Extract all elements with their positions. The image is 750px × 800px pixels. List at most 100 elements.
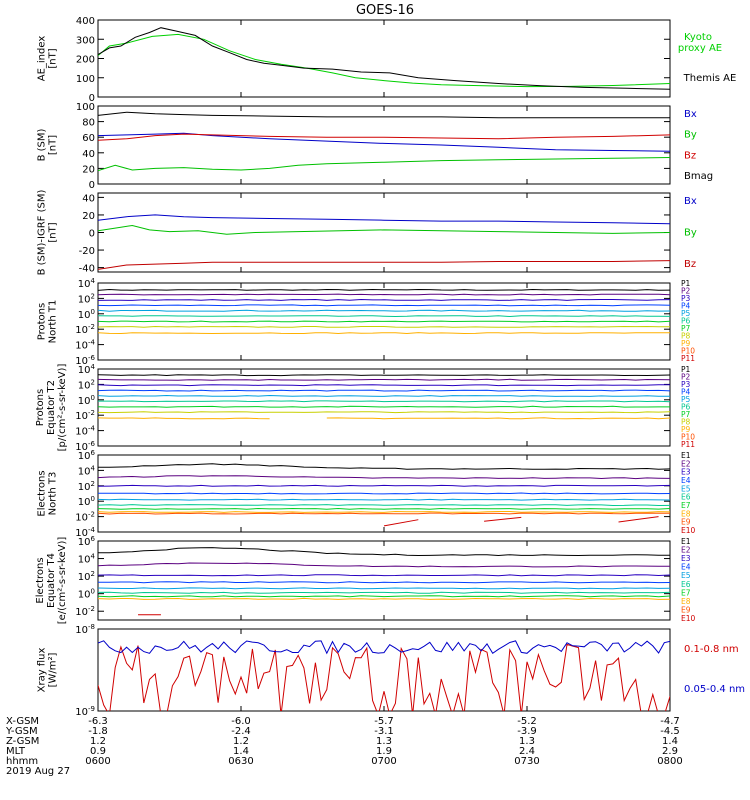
y-tick-label: 100 — [78, 308, 95, 321]
legend-label: E1 — [681, 451, 691, 460]
legend-label: P2 — [681, 287, 691, 296]
series-line-e7 — [98, 507, 670, 510]
legend-label: E4 — [681, 563, 691, 572]
x-axis-value: 0730 — [514, 756, 539, 767]
legend-label: 0.05-0.4 nm — [684, 684, 745, 695]
x-axis-value: -3.9 — [517, 726, 537, 737]
series-line-p2 — [98, 293, 670, 296]
y-tick-label: 20 — [82, 211, 95, 222]
series-line-p8 — [98, 325, 670, 328]
x-axis-row-label: MLT — [6, 746, 26, 757]
y-tick-label: 104 — [78, 553, 96, 566]
series-line-bmag — [98, 111, 670, 119]
panel-frame — [97, 19, 671, 98]
series-line-e9 — [98, 512, 670, 515]
series-line-by — [98, 157, 670, 172]
series-line-e6 — [98, 504, 670, 507]
x-axis-value: 0630 — [228, 756, 253, 767]
series-line-p9 — [98, 417, 270, 420]
series-line-e6 — [98, 591, 670, 594]
y-axis-label: Equator T4 — [46, 553, 57, 608]
series-line-themis-ae — [98, 27, 670, 90]
series-line-0-05-0-4-nm — [98, 640, 670, 655]
legend-label: E9 — [681, 605, 691, 614]
legend-label: P5 — [681, 309, 691, 318]
legend-label: E5 — [681, 571, 691, 580]
series-line-e4 — [98, 581, 670, 584]
x-axis-value: 1.4 — [233, 746, 249, 757]
series-line-p9 — [326, 417, 670, 420]
y-axis-label: Xray flux — [37, 648, 48, 693]
x-axis-value: -2.4 — [231, 726, 251, 737]
y-tick-label: 10-2 — [75, 323, 95, 336]
series-line-kyoto — [98, 33, 670, 88]
y-tick-label: 104 — [78, 464, 96, 477]
legend-label: E9 — [681, 518, 691, 527]
series-line-e5 — [98, 498, 670, 501]
y-axis-label: AE_index — [37, 36, 48, 82]
legend-label: P11 — [681, 440, 695, 449]
y-tick-label: 10-9 — [75, 705, 95, 718]
y-tick-label: 10-2 — [75, 605, 95, 618]
legend-label: P7 — [681, 324, 691, 333]
series-line-by — [98, 224, 670, 235]
legend-label: E3 — [681, 468, 691, 477]
legend-label: E7 — [681, 588, 691, 597]
y-tick-label: 100 — [78, 495, 95, 508]
x-axis-row-label: X-GSM — [6, 716, 39, 727]
series-line-p7 — [98, 320, 670, 323]
legend-label: P6 — [681, 403, 691, 412]
series-line-e5 — [98, 587, 670, 590]
legend-label: Bx — [684, 196, 697, 207]
series-line-p8 — [98, 411, 670, 414]
legend-label: P8 — [681, 418, 691, 427]
x-axis-row-label: hhmm — [6, 756, 38, 767]
y-axis-label: Electrons — [35, 557, 46, 603]
series-line-p1 — [98, 374, 670, 377]
y-tick-label: 10-2 — [75, 511, 95, 524]
panel-5: 104 102 100 10-2 10-4 10-6 Protons Equator T2 [p… — [35, 363, 695, 453]
series-line-e1 — [98, 547, 670, 557]
x-axis-value: 1.3 — [519, 736, 535, 747]
series-line-e2 — [98, 475, 670, 480]
legend-label: E4 — [681, 476, 691, 485]
x-axis-value: 1.2 — [233, 736, 249, 747]
legend-label: E2 — [681, 546, 691, 555]
series-line-p7 — [98, 405, 670, 408]
legend-label: E6 — [681, 493, 691, 502]
y-axis-label: Protons — [35, 389, 46, 426]
series-line-bx — [98, 132, 670, 152]
legend-label: P4 — [681, 302, 691, 311]
legend-label: Bx — [684, 109, 697, 120]
y-tick-label: 10-8 — [75, 623, 95, 636]
y-tick-label: 102 — [78, 378, 95, 391]
legend-label: P11 — [681, 354, 695, 363]
legend-label: By — [684, 228, 697, 239]
series-line-e8 — [98, 597, 670, 600]
legend-label: P1 — [681, 279, 691, 288]
series-line-p4 — [98, 304, 670, 307]
legend-label: P5 — [681, 395, 691, 404]
legend-label: Themis AE — [683, 73, 737, 84]
y-axis-label: North T3 — [48, 472, 59, 516]
series-line-e4 — [98, 492, 670, 495]
legend-label: P4 — [681, 388, 691, 397]
figure-title: GOES-16 — [356, 3, 414, 18]
y-axis-label: [e/(cm²-s-sr-keV)] — [57, 537, 68, 625]
series-line-p2 — [98, 378, 670, 381]
series-line-e8 — [98, 510, 670, 513]
series-line-p6 — [98, 400, 670, 403]
x-axis-value: -4.5 — [660, 726, 680, 737]
y-tick-label: 40 — [82, 149, 95, 160]
panel-2: 0 20 40 60 80 100 B (SM) [nT] Bx By Bz Bmag — [37, 102, 714, 191]
x-axis-value: 1.2 — [90, 736, 106, 747]
legend-label: E1 — [681, 537, 691, 546]
legend-label: P1 — [681, 365, 691, 374]
y-tick-label: 300 — [76, 35, 95, 46]
series-segment-e10 — [618, 516, 659, 523]
series-line-e3 — [98, 574, 670, 577]
legend-label: E7 — [681, 501, 691, 510]
